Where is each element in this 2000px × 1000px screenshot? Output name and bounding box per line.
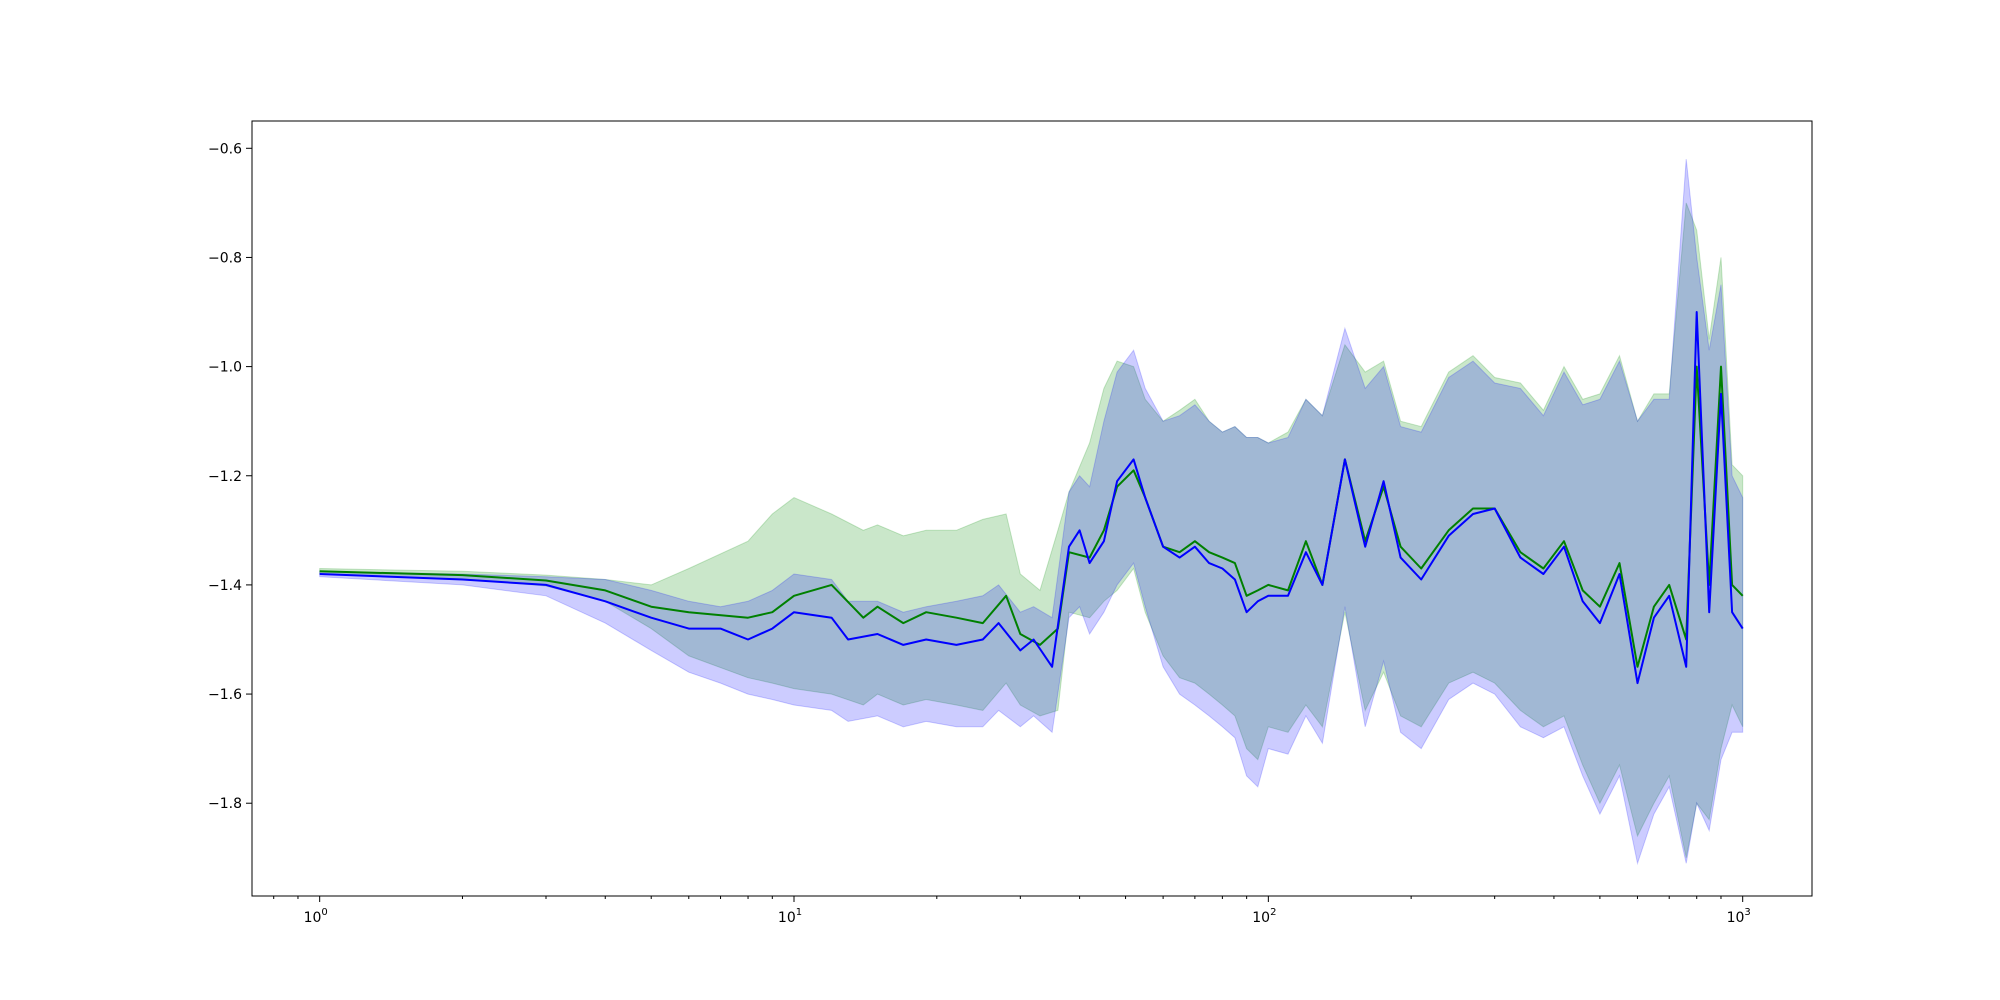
plot-area-frame — [251, 120, 1813, 897]
y-tick-label: −1.4 — [208, 578, 242, 594]
y-tick-label: −0.6 — [208, 141, 242, 157]
axis-ticks: −1.8 −1.6 −1.4 −1.2 −1.0 −0.8 −0.6 100 101 102 103 — [208, 141, 1751, 926]
series-1-line — [319, 311, 1744, 685]
y-tick-label: −1.2 — [208, 469, 242, 485]
series-lines — [319, 311, 1744, 685]
confidence-bands — [319, 159, 1744, 866]
y-tick-label: −0.8 — [208, 250, 242, 266]
series-0-line — [319, 365, 1744, 668]
y-tick-label: −1.8 — [208, 796, 242, 812]
series-0-band — [319, 202, 1744, 858]
y-tick-label: −1.0 — [208, 360, 242, 376]
y-tick-label: −1.6 — [208, 687, 242, 703]
x-tick-label: 100 — [304, 907, 328, 926]
x-tick-label: 101 — [778, 907, 802, 926]
x-tick-label: 102 — [1252, 907, 1276, 926]
x-tick-label: 103 — [1727, 907, 1751, 926]
series-1-band — [319, 159, 1744, 866]
